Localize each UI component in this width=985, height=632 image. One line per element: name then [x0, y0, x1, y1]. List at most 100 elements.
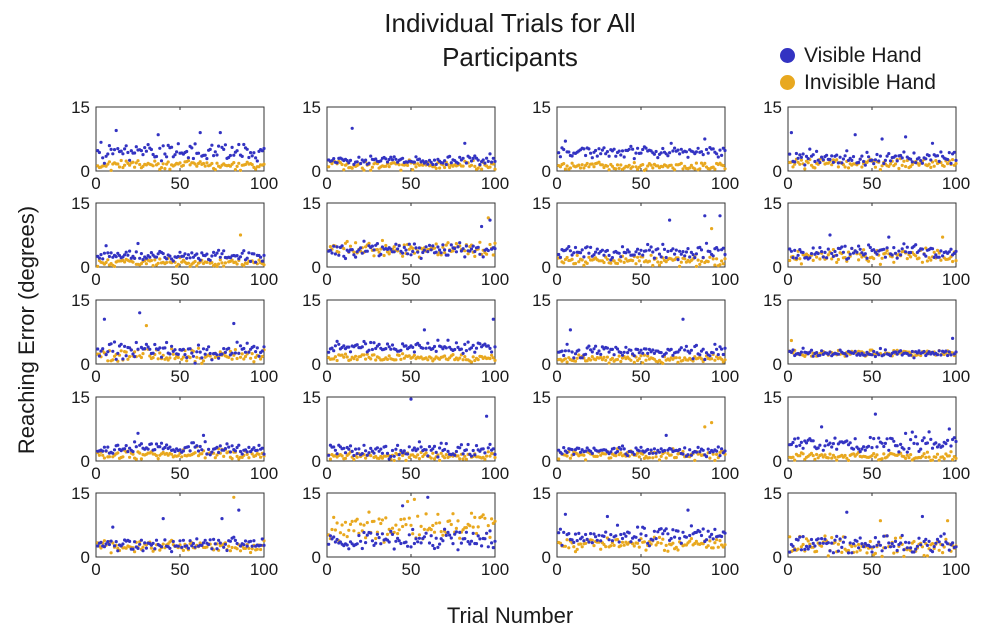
visible-hand-point: [432, 444, 437, 448]
visible-hand-point: [412, 541, 416, 546]
invisible-hand-point: [696, 258, 700, 262]
visible-hand-point: [587, 147, 591, 151]
invisible-hand-point: [935, 452, 940, 456]
visible-hand-point: [878, 543, 883, 547]
visible-hand-point: [927, 430, 931, 434]
visible-hand-point: [619, 255, 623, 259]
visible-hand-point: [217, 356, 221, 360]
invisible-hand-point: [590, 538, 594, 542]
visible-hand-point: [858, 450, 862, 454]
visible-hand-point: [846, 256, 851, 260]
invisible-hand-point: [723, 167, 727, 171]
visible-hand-point: [488, 152, 492, 156]
invisible-hand-point: [701, 542, 705, 546]
invisible-hand-point: [181, 163, 185, 167]
invisible-hand-point: [438, 166, 442, 170]
invisible-hand-point: [365, 521, 369, 525]
invisible-hand-point: [432, 246, 437, 250]
invisible-hand-point: [332, 357, 336, 361]
visible-hand-point: [453, 246, 457, 251]
invisible-hand-point: [925, 259, 930, 263]
visible-hand-point: [636, 146, 640, 150]
visible-hand-point: [631, 450, 635, 454]
visible-hand-point: [163, 538, 167, 542]
visible-hand-point: [590, 541, 594, 545]
visible-hand-point: [332, 445, 336, 449]
visible-hand-point: [238, 344, 243, 348]
visible-hand-point: [369, 446, 373, 450]
invisible-hand-point: [238, 549, 243, 553]
visible-hand-point: [944, 349, 948, 353]
visible-hand-point: [664, 351, 668, 355]
visible-hand-point: [647, 248, 652, 252]
visible-hand-point: [865, 256, 869, 260]
visible-hand-point: [384, 157, 388, 161]
visible-hand-point: [335, 537, 339, 542]
visible-hand-point: [369, 154, 373, 158]
y-tick-label: 15: [763, 194, 782, 213]
visible-hand-point: [188, 539, 192, 543]
visible-hand-point: [193, 142, 197, 146]
visible-hand-point: [954, 350, 958, 354]
visible-hand-point: [939, 353, 943, 357]
visible-hand-point: [419, 541, 423, 545]
invisible-hand-point: [801, 452, 805, 456]
invisible-hand-point: [689, 537, 694, 541]
visible-hand-point: [679, 147, 683, 151]
invisible-hand-point: [424, 512, 428, 516]
visible-hand-point: [144, 256, 148, 260]
invisible-hand-point: [335, 358, 339, 363]
visible-hand-point: [711, 254, 715, 258]
visible-hand-point: [698, 450, 702, 454]
invisible-hand-point: [562, 261, 566, 265]
visible-hand-point: [394, 447, 398, 451]
visible-hand-point: [210, 358, 214, 362]
invisible-hand-point: [128, 163, 132, 167]
invisible-hand-point: [402, 517, 406, 521]
visible-hand-point: [198, 444, 202, 449]
visible-hand-point: [833, 249, 837, 254]
visible-hand-point: [424, 531, 428, 535]
invisible-hand-point: [878, 168, 883, 172]
visible-hand-point: [597, 533, 601, 537]
visible-hand-point: [186, 253, 190, 257]
invisible-hand-point: [919, 353, 923, 358]
invisible-hand-point: [590, 355, 594, 359]
visible-hand-point: [563, 349, 568, 353]
invisible-hand-point: [708, 456, 712, 460]
visible-hand-point: [431, 162, 435, 167]
invisible-hand-point: [846, 548, 851, 553]
visible-hand-point: [474, 444, 479, 448]
visible-hand-point: [892, 544, 896, 549]
visible-hand-point: [385, 342, 390, 346]
visible-hand-point: [882, 247, 886, 251]
visible-hand-point: [604, 530, 608, 534]
visible-hand-point: [905, 546, 909, 550]
invisible-hand-point: [163, 167, 167, 171]
invisible-hand-point: [937, 548, 941, 552]
visible-hand-point: [678, 536, 682, 541]
visible-hand-point: [798, 153, 802, 157]
visible-hand-point: [572, 452, 576, 456]
visible-hand-point: [434, 536, 438, 540]
visible-hand-point: [384, 444, 388, 448]
visible-hand-point: [840, 161, 844, 165]
invisible-hand-point: [128, 455, 132, 459]
visible-hand-point: [468, 156, 472, 160]
invisible-hand-point: [820, 544, 824, 548]
visible-hand-point: [448, 249, 452, 253]
visible-hand-point: [114, 357, 118, 361]
visible-hand-point: [114, 255, 118, 259]
invisible-hand-point: [262, 162, 266, 166]
x-tick-label: 0: [552, 367, 561, 386]
visible-hand-point: [820, 425, 824, 429]
invisible-hand-point: [924, 246, 928, 250]
invisible-hand-point: [646, 354, 650, 358]
visible-hand-point: [626, 351, 630, 355]
visible-hand-point: [195, 252, 199, 256]
visible-hand-point: [463, 255, 467, 259]
visible-hand-point: [924, 254, 928, 258]
invisible-hand-point: [857, 542, 861, 547]
visible-hand-point: [801, 250, 805, 255]
